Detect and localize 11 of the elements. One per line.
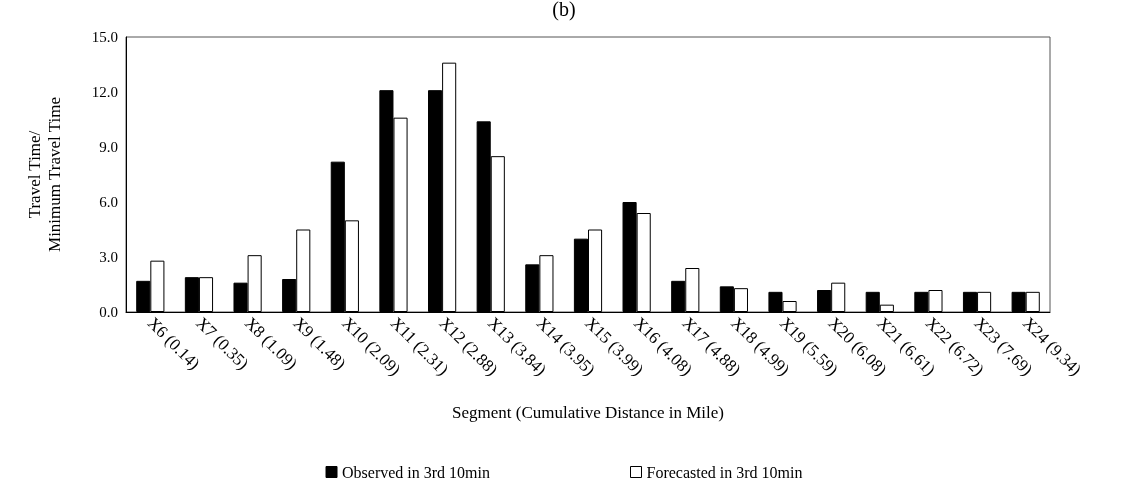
legend-label: Forecasted in 3rd 10min xyxy=(646,463,803,481)
y-tick-label: 15.0 xyxy=(91,29,118,45)
y-tick-label: 0.0 xyxy=(99,304,118,320)
y-tick-label: 9.0 xyxy=(99,139,118,155)
chart-title: (b) xyxy=(552,0,576,21)
y-tick-label: 12.0 xyxy=(91,84,118,100)
y-tick-label: 6.0 xyxy=(99,194,118,210)
y-tick-label: 3.0 xyxy=(99,249,118,265)
x-axis-title: Segment (Cumulative Distance in Mile) xyxy=(452,403,724,422)
y-axis-title: Travel Time/ Minimum Travel Time xyxy=(24,97,64,252)
legend-label: Observed in 3rd 10min xyxy=(342,463,491,481)
